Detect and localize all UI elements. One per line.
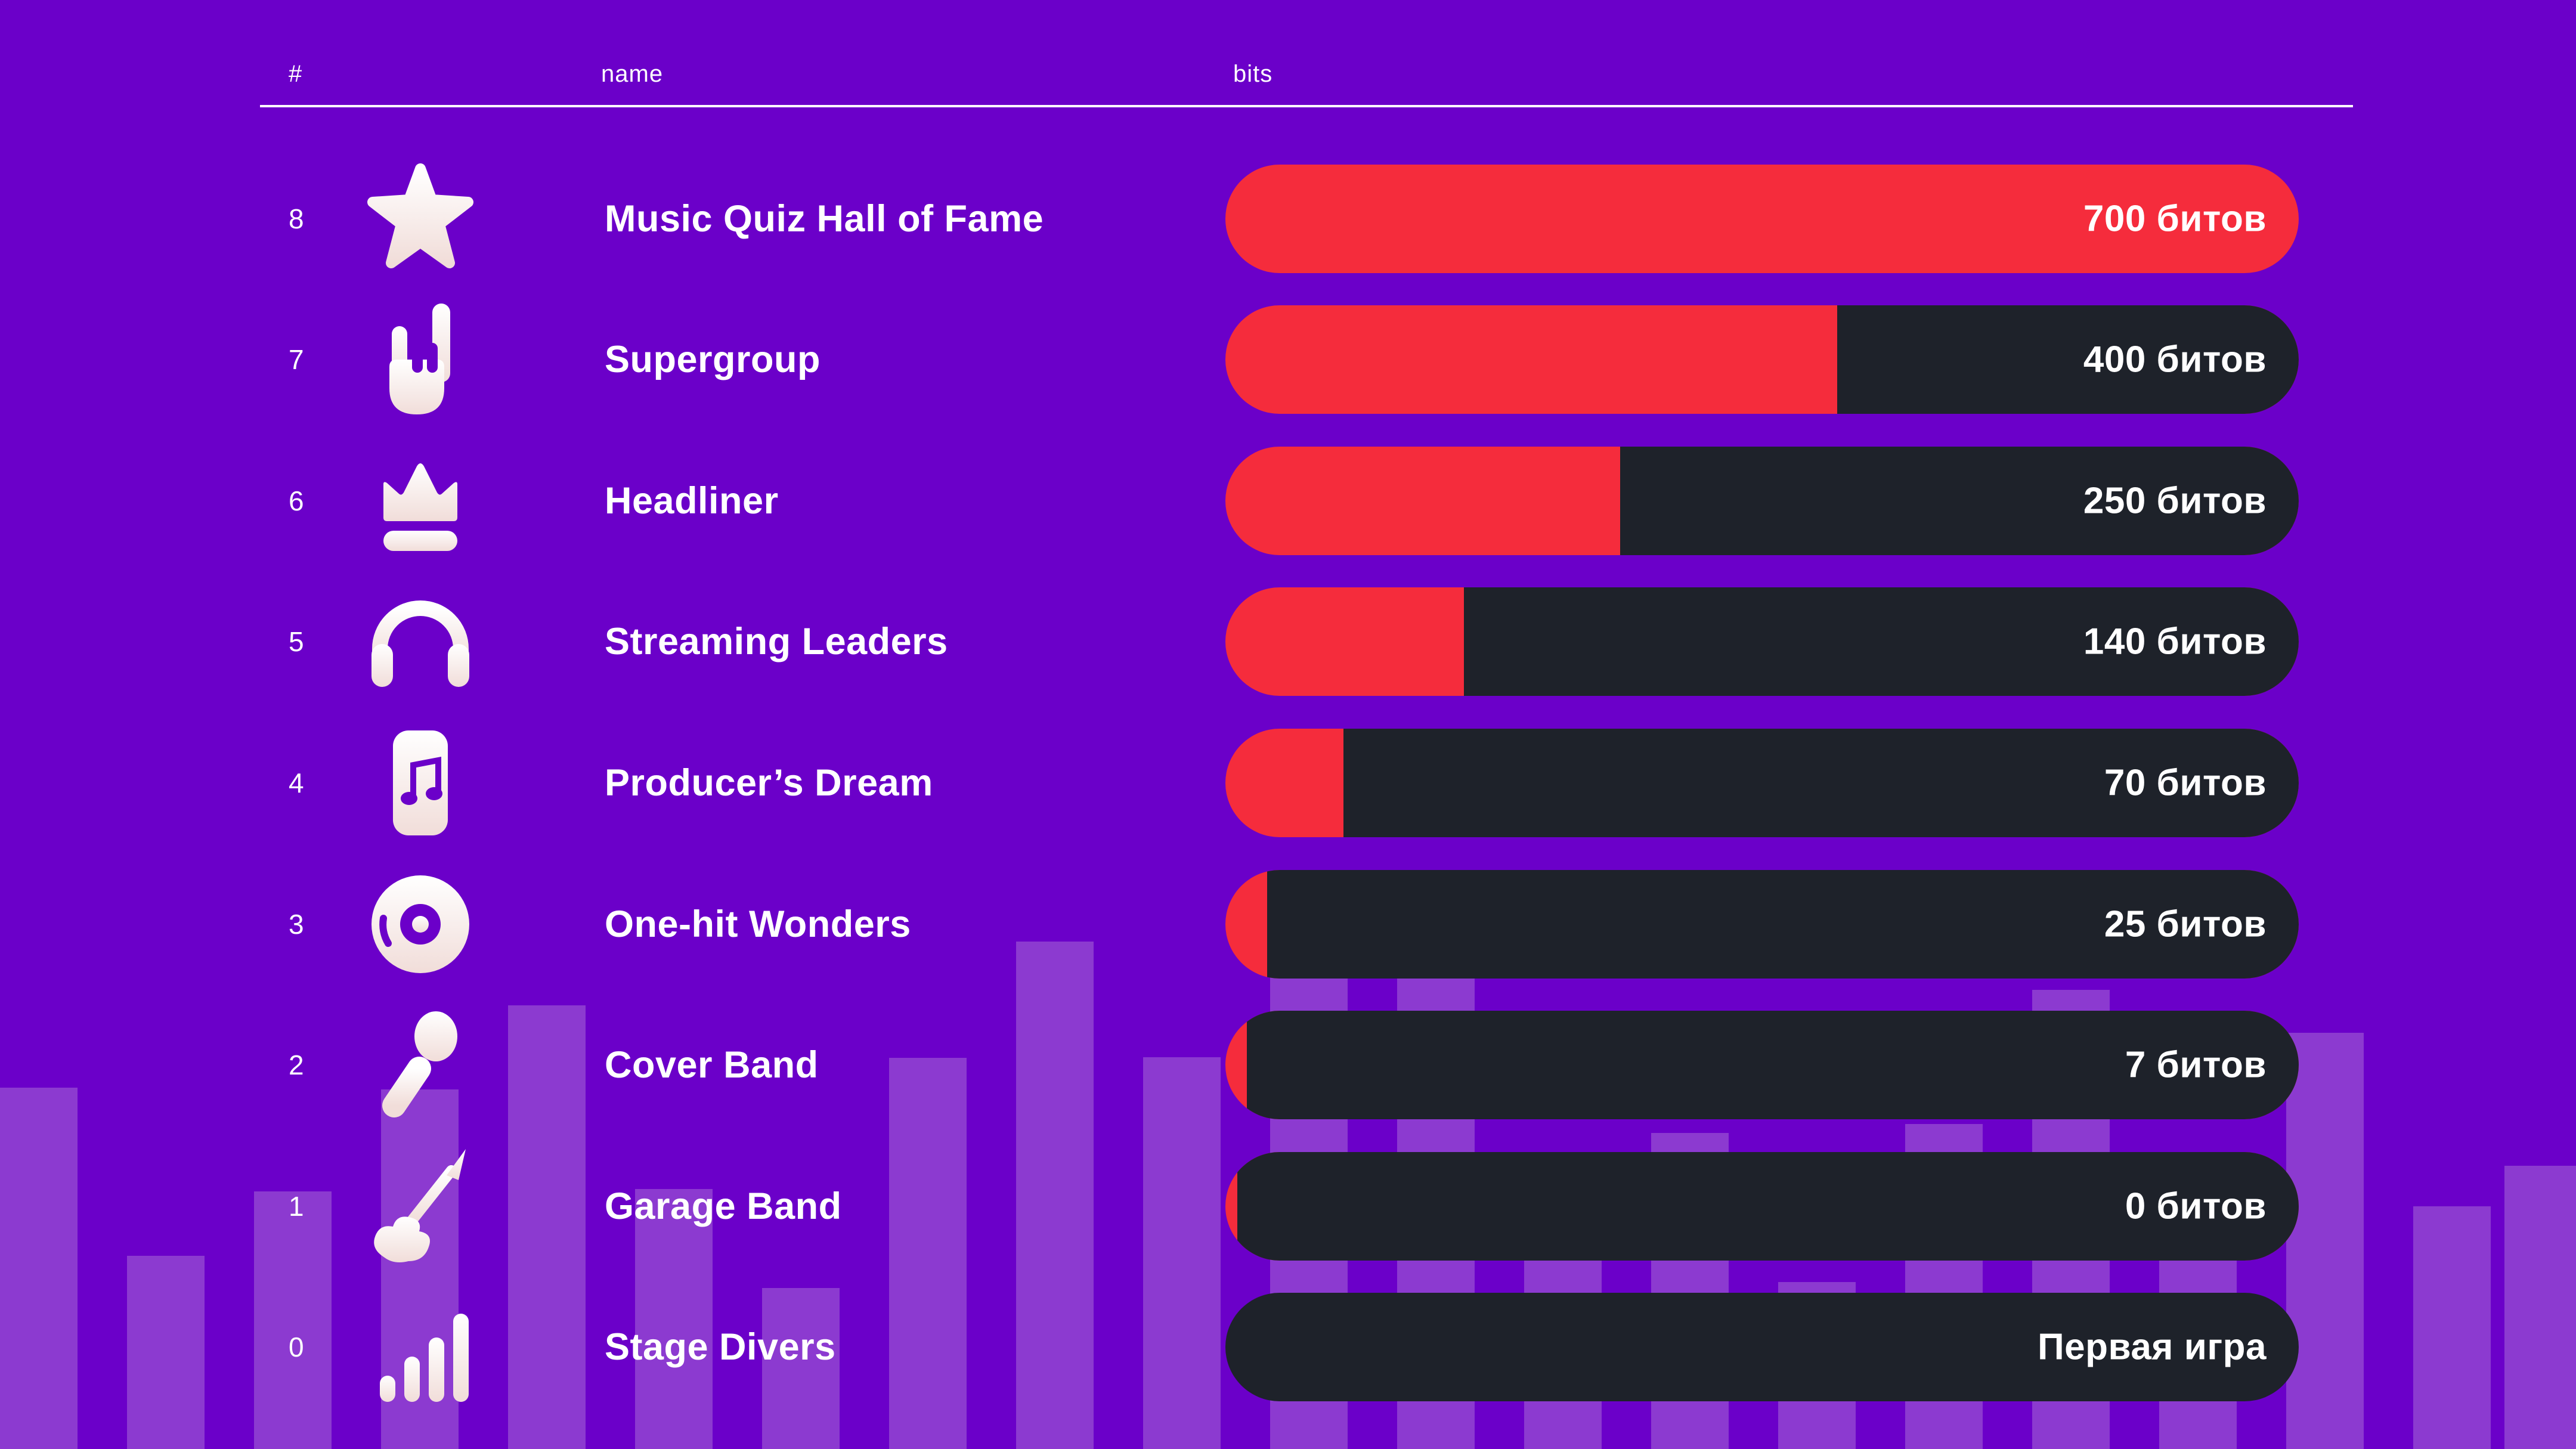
- equalizer-bar: [1143, 1057, 1221, 1449]
- bits-progress-remainder: [1247, 1011, 2299, 1120]
- level-name: Headliner: [605, 479, 779, 522]
- level-number: 8: [289, 203, 304, 234]
- level-name: One-hit Wonders: [605, 903, 911, 945]
- bits-progress-remainder: [1237, 1151, 2299, 1261]
- rock-hand-icon: [361, 297, 480, 422]
- vinyl-icon: [361, 862, 480, 987]
- col-header-name: name: [601, 61, 664, 87]
- bits-progress-track: 0 битов: [1225, 1151, 2299, 1261]
- bits-progress-track: 400 битов: [1225, 305, 2299, 414]
- bits-value: 70 битов: [2104, 762, 2267, 804]
- bits-progress-remainder: [1837, 305, 2299, 414]
- level-row: 8 Music Quiz Hall of Fame 700 битов: [260, 148, 2353, 289]
- bits-value: 250 битов: [2083, 480, 2267, 522]
- level-number: 1: [289, 1190, 304, 1222]
- level-row: 0 Stage Divers Первая игра: [260, 1277, 2353, 1418]
- level-number: 7: [289, 344, 304, 376]
- levels-table: # name bits 8 Music Quiz Hall of Fame 700 …: [260, 0, 2353, 1449]
- bits-value: 400 битов: [2083, 339, 2267, 380]
- col-header-number: #: [289, 61, 303, 87]
- headphones-icon: [361, 579, 480, 704]
- bits-progress-track: 700 битов: [1225, 164, 2299, 273]
- level-name: Cover Band: [605, 1044, 819, 1086]
- bits-value: 700 битов: [2083, 198, 2267, 239]
- level-row: 2 Cover Band 7 битов: [260, 995, 2353, 1136]
- bits-progress-track: 70 битов: [1225, 728, 2299, 837]
- bits-progress-remainder: [1267, 869, 2299, 979]
- bits-value: 140 битов: [2083, 621, 2267, 662]
- equalizer-bar: [2504, 1166, 2576, 1449]
- bits-progress-remainder: [1343, 728, 2299, 837]
- equalizer-bar: [2286, 1033, 2364, 1449]
- bits-value: 0 битов: [2125, 1185, 2267, 1227]
- equalizer-bar: [254, 1191, 332, 1449]
- music-file-icon: [361, 720, 480, 846]
- level-name: Music Quiz Hall of Fame: [605, 197, 1044, 240]
- crown-icon: [361, 438, 480, 564]
- equalizer-bar: [762, 1288, 840, 1449]
- level-number: 6: [289, 485, 304, 516]
- equalizer-bar: [508, 1005, 586, 1449]
- bits-progress-track: 140 битов: [1225, 587, 2299, 696]
- level-name: Stage Divers: [605, 1326, 836, 1368]
- level-number: 0: [289, 1332, 304, 1363]
- level-row: 6 Headliner 250 битов: [260, 430, 2353, 571]
- bits-value: 7 битов: [2125, 1044, 2267, 1086]
- header-divider: [260, 105, 2353, 107]
- equalizer-bar: [0, 1088, 78, 1449]
- microphone-icon: [361, 1002, 480, 1128]
- level-number: 5: [289, 626, 304, 658]
- level-number: 2: [289, 1049, 304, 1081]
- equalizer-bar: [635, 1189, 713, 1449]
- star-icon: [361, 156, 480, 281]
- level-row: 5 Streaming Leaders 140 битов: [260, 571, 2353, 713]
- level-number: 4: [289, 767, 304, 798]
- level-row: 4 Producer’s Dream 70 битов: [260, 712, 2353, 853]
- level-name: Producer’s Dream: [605, 761, 933, 804]
- level-name: Garage Band: [605, 1185, 842, 1227]
- bits-progress-track: 250 битов: [1225, 446, 2299, 555]
- bits-progress-remainder: [1620, 446, 2299, 555]
- bits-progress-track: 7 битов: [1225, 1011, 2299, 1120]
- level-row: 7 Supergroup 400 битов: [260, 289, 2353, 431]
- bits-value: Первая игра: [2038, 1326, 2267, 1368]
- equalizer-bar: [2413, 1206, 2491, 1449]
- equalizer-bar: [889, 1058, 967, 1449]
- equalizer-bar: [1016, 942, 1094, 1449]
- equalizer-bar: [127, 1256, 205, 1449]
- bits-progress-track: 25 битов: [1225, 869, 2299, 979]
- bits-value: 25 битов: [2104, 903, 2267, 945]
- level-row: 1 Garage Band 0 битов: [260, 1135, 2353, 1277]
- guitar-icon: [361, 1144, 480, 1269]
- level-number: 3: [289, 908, 304, 940]
- bits-progress-track: Первая игра: [1225, 1293, 2299, 1402]
- col-header-bits: bits: [1233, 61, 1273, 87]
- level-name: Streaming Leaders: [605, 621, 948, 663]
- levels-icon: [361, 1284, 480, 1410]
- bits-progress-remainder: [1463, 587, 2299, 696]
- level-name: Supergroup: [605, 339, 821, 381]
- level-row: 3 One-hit Wonders 25 битов: [260, 853, 2353, 995]
